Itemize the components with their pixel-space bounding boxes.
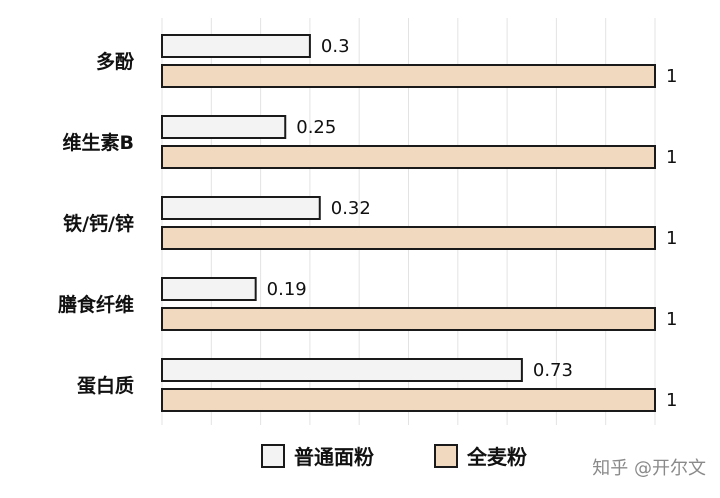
category-label: 蛋白质 [77,374,134,397]
data-label: 0.25 [296,117,336,138]
legend: 普通面粉 全麦粉 [261,444,527,469]
legend-swatch [434,444,458,468]
bar [161,145,656,169]
category-label: 膳食纤维 [57,293,134,316]
category-label: 铁/钙/锌 [63,212,134,235]
legend-label: 全麦粉 [466,445,527,469]
data-label: 1 [666,390,677,411]
data-label: 1 [666,66,677,87]
data-label: 1 [666,309,677,330]
category-label: 维生素B [63,131,134,154]
labels: 多酚 0.3 1 维生素B 0.25 1 铁/钙/锌 0.32 1 膳食纤维 0.19 1 蛋白质 0.7… [57,36,677,411]
data-label: 0.19 [267,279,307,300]
watermark: 知乎 @开尔文 [592,458,706,479]
bar [161,307,656,331]
bar [161,196,321,220]
bars [161,34,656,412]
bar [161,34,311,58]
bar [161,64,656,88]
data-label: 1 [666,147,677,168]
legend-label: 普通面粉 [294,445,374,469]
bar [161,277,257,301]
bar [161,388,656,412]
data-label: 0.73 [533,360,573,381]
data-label: 0.3 [321,36,350,57]
data-label: 0.32 [331,198,371,219]
legend-swatch [261,444,285,468]
bar [161,226,656,250]
bar [161,115,287,139]
category-label: 多酚 [96,50,135,73]
bar [161,358,523,382]
data-label: 1 [666,228,677,249]
